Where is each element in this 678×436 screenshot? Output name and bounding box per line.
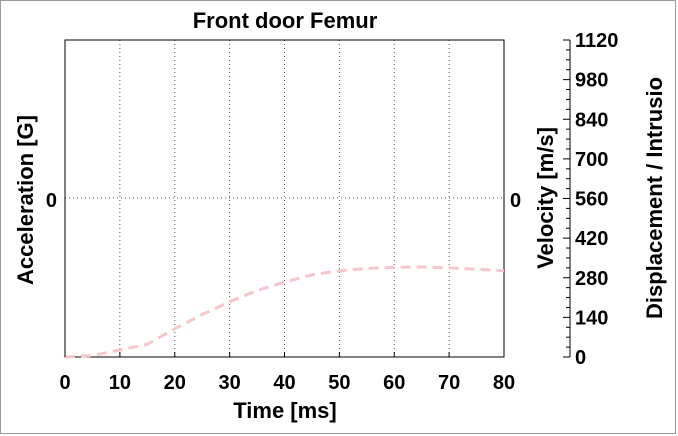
x-tick-label: 80 bbox=[493, 372, 515, 394]
displacement-tick-label: 700 bbox=[575, 149, 608, 171]
velocity-axis-tick-0: 0 bbox=[510, 190, 521, 212]
velocity-axis-label: Velocity [m/s] bbox=[533, 127, 558, 269]
displacement-tick-label: 140 bbox=[575, 307, 608, 329]
displacement-tick-label: 420 bbox=[575, 228, 608, 250]
x-tick-label: 60 bbox=[383, 372, 405, 394]
displacement-tick-label: 280 bbox=[575, 268, 608, 290]
chart-title: Front door Femur bbox=[193, 8, 378, 33]
x-tick-label: 20 bbox=[164, 372, 186, 394]
displacement-axis: 0 140 280 420 560 700 840 980 1120 bbox=[563, 30, 618, 369]
grid bbox=[65, 40, 504, 357]
x-tick-label: 0 bbox=[59, 372, 70, 394]
displacement-tick-label: 980 bbox=[575, 70, 608, 92]
x-tick-label: 10 bbox=[109, 372, 131, 394]
left-axis-label: Acceleration [G] bbox=[13, 115, 38, 285]
x-axis-label: Time [ms] bbox=[233, 398, 337, 423]
x-tick-label: 30 bbox=[219, 372, 241, 394]
displacement-tick-label: 1120 bbox=[575, 30, 618, 52]
plot-area-border bbox=[64, 39, 505, 358]
left-axis-tick-0: 0 bbox=[46, 190, 57, 212]
displacement-tick-label: 0 bbox=[575, 347, 586, 369]
x-tick-label: 40 bbox=[273, 372, 295, 394]
displacement-axis-label: Displacement / Intrusio bbox=[642, 77, 667, 319]
x-tick-label: 70 bbox=[438, 372, 460, 394]
x-tick-label: 50 bbox=[328, 372, 350, 394]
displacement-tick-label: 840 bbox=[575, 109, 608, 131]
x-axis: 0 10 20 30 40 50 60 70 80 bbox=[59, 352, 515, 394]
displacement-tick-label: 560 bbox=[575, 189, 608, 211]
